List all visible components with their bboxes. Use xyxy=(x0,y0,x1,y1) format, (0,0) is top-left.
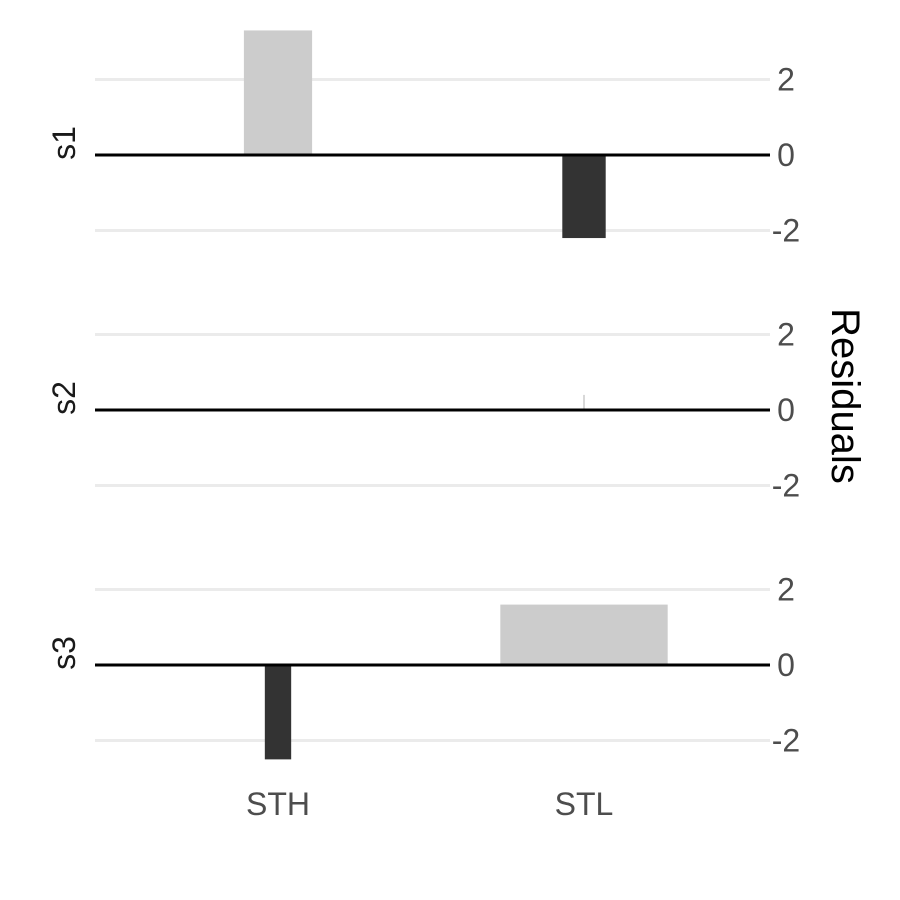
panel-s3: -2 0 2 s3 xyxy=(46,572,800,760)
plot-area: -2 0 2 s1 -2 0 2 s2 -2 0 2 s3 STH STL xyxy=(46,30,800,822)
panel-strip-label: s1 xyxy=(46,126,82,160)
bar-s3-sth xyxy=(264,665,292,760)
y-axis-label: Residuals xyxy=(823,308,867,484)
x-tick-label: STL xyxy=(555,786,614,822)
panel-s1: -2 0 2 s1 xyxy=(46,30,800,249)
bar-s1-stl xyxy=(562,155,606,239)
y-tick-label: 0 xyxy=(777,137,795,173)
y-tick-label: 0 xyxy=(777,392,795,428)
y-tick-label: 2 xyxy=(777,317,795,353)
y-tick-label: 2 xyxy=(777,572,795,608)
bar-s3-stl xyxy=(500,604,668,665)
panel-strip-label: s3 xyxy=(46,636,82,670)
y-tick-label: -2 xyxy=(772,213,800,249)
y-tick-label: -2 xyxy=(772,468,800,504)
bar-s1-sth xyxy=(243,30,313,155)
y-tick-label: 0 xyxy=(777,647,795,683)
panel-strip-label: s2 xyxy=(46,381,82,415)
y-tick-label: 2 xyxy=(777,62,795,98)
x-tick-label: STH xyxy=(246,786,310,822)
y-tick-label: -2 xyxy=(772,723,800,759)
bar-s2-stl xyxy=(583,394,585,410)
panel-s2: -2 0 2 s2 xyxy=(46,317,800,504)
